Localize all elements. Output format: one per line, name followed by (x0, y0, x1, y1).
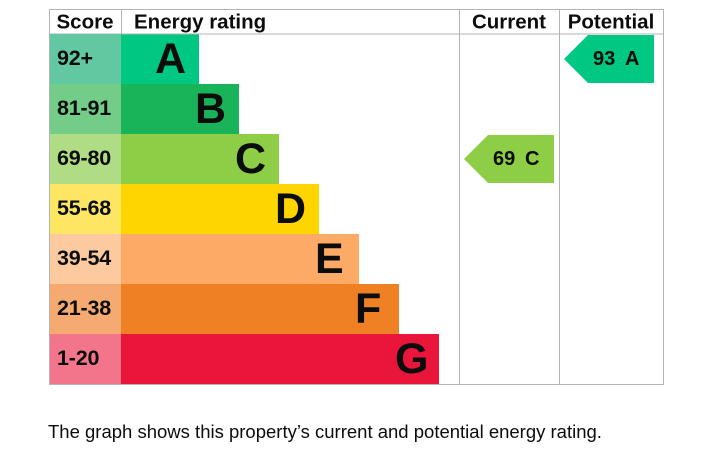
svg-text:G: G (395, 335, 428, 383)
svg-text:21-38: 21-38 (57, 296, 111, 320)
svg-text:69-80: 69-80 (57, 146, 111, 170)
svg-text:69: 69 (493, 148, 515, 170)
svg-text:1-20: 1-20 (57, 346, 99, 370)
svg-text:39-54: 39-54 (57, 246, 111, 270)
svg-text:C: C (235, 135, 266, 183)
svg-text:E: E (315, 235, 344, 283)
svg-text:Potential: Potential (567, 10, 654, 33)
svg-text:A: A (155, 35, 186, 83)
svg-text:B: B (195, 85, 226, 133)
svg-text:93: 93 (593, 48, 615, 70)
svg-text:F: F (355, 285, 381, 333)
svg-text:92+: 92+ (57, 46, 93, 70)
svg-text:C: C (525, 148, 539, 170)
svg-text:55-68: 55-68 (57, 196, 111, 220)
svg-text:81-91: 81-91 (57, 96, 111, 120)
svg-text:A: A (625, 48, 639, 70)
svg-text:Energy rating: Energy rating (134, 10, 266, 33)
svg-text:Current: Current (471, 10, 545, 33)
svg-text:Score: Score (56, 10, 113, 33)
svg-text:D: D (275, 185, 306, 233)
